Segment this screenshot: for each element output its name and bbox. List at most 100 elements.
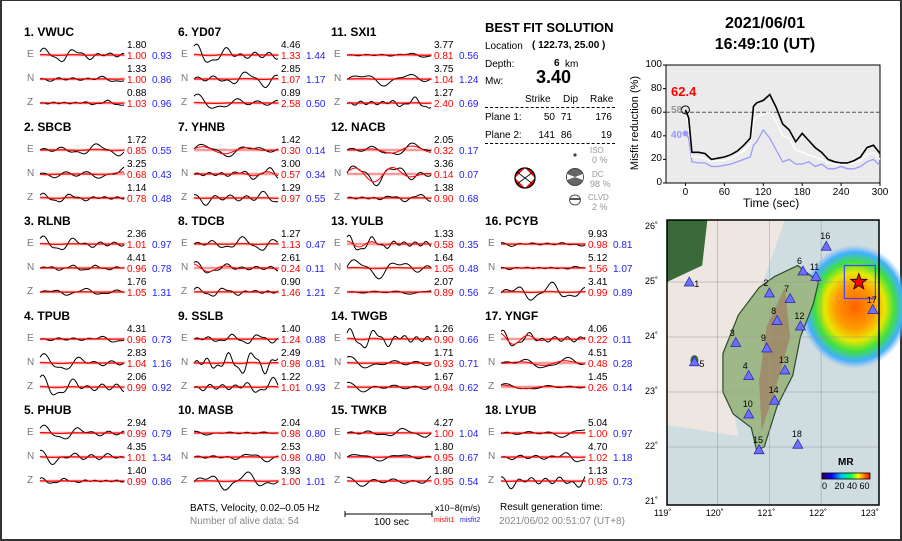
station-triangle-icon bbox=[797, 265, 809, 276]
component-label: E bbox=[334, 427, 341, 438]
station-title: 3. RLNB bbox=[24, 215, 71, 227]
component-label: N bbox=[27, 451, 35, 462]
misfit2-value: 1.24 bbox=[459, 75, 479, 86]
iso-label: ISO bbox=[590, 146, 604, 155]
lon-tick-label: 121˚ bbox=[757, 508, 776, 518]
misfit1-value: 2.40 bbox=[434, 99, 454, 110]
station-title: 16. PCYB bbox=[485, 215, 538, 227]
clvd-icon bbox=[569, 194, 581, 206]
station-map-label: 13 bbox=[778, 355, 789, 365]
plane1-rake: 176 bbox=[595, 112, 612, 123]
amplitude-value: 2.06 bbox=[127, 372, 147, 383]
mainland-coast bbox=[667, 220, 708, 282]
station-title: 6. YD07 bbox=[178, 26, 221, 38]
component-label: Z bbox=[181, 381, 188, 392]
misfit1-value: 0.90 bbox=[434, 194, 454, 205]
misfit1-value: 1.02 bbox=[588, 453, 608, 464]
y-tick-label: 80 bbox=[650, 82, 662, 94]
station-name: NACB bbox=[351, 120, 386, 134]
x-tick-label: 120 bbox=[754, 187, 772, 198]
chart-x-label: Time (sec) bbox=[743, 196, 800, 210]
synthetic-trace bbox=[194, 101, 279, 104]
best-mr-label: 62.4 bbox=[671, 84, 697, 99]
solution-title: BEST FIT SOLUTION bbox=[485, 20, 614, 35]
misfit2-value: 0.17 bbox=[459, 146, 479, 157]
station-number: 6. bbox=[178, 25, 189, 39]
dc-label: DC bbox=[592, 170, 604, 179]
component-label: N bbox=[27, 357, 35, 368]
component-label: N bbox=[334, 357, 342, 368]
station-number: 9. bbox=[178, 309, 189, 323]
misfit2-value: 0.93 bbox=[152, 51, 172, 62]
misfit2-value: 0.55 bbox=[306, 194, 326, 205]
synthetic-trace bbox=[39, 171, 124, 176]
mr-series-line bbox=[684, 93, 881, 164]
misfit2-value: 0.80 bbox=[306, 429, 326, 440]
observed-trace bbox=[40, 449, 125, 466]
misfit2-value: 0.81 bbox=[306, 359, 326, 370]
map-border bbox=[666, 219, 880, 506]
component-label: E bbox=[334, 49, 341, 60]
station-name: SBCB bbox=[37, 120, 72, 134]
amplitude-value: 1.80 bbox=[434, 442, 454, 453]
plane1-label: Plane 1: bbox=[485, 112, 522, 123]
station-map-label: 10 bbox=[742, 399, 753, 409]
station-triangle-icon bbox=[761, 342, 773, 353]
misfit1-value: 1.00 bbox=[127, 51, 147, 62]
amplitude-value: 1.42 bbox=[281, 135, 301, 146]
central-mountains bbox=[759, 287, 791, 431]
blue-marker bbox=[682, 130, 689, 137]
station-title: 9. SSLB bbox=[178, 310, 223, 322]
station-map-label: 9 bbox=[760, 333, 766, 343]
amplitude-value: 5.12 bbox=[588, 253, 608, 264]
misfit1-value: 1.00 bbox=[434, 429, 454, 440]
misfit1-value: 1.33 bbox=[281, 51, 301, 62]
station-map-label: 2 bbox=[763, 278, 769, 288]
station-number: 12. bbox=[331, 120, 348, 134]
misfit1-value: 0.96 bbox=[127, 335, 147, 346]
station-map-label: 14 bbox=[768, 385, 779, 396]
station-name: YD07 bbox=[191, 25, 222, 39]
component-label: E bbox=[181, 49, 188, 60]
misfit1-value: 0.95 bbox=[434, 453, 454, 464]
amplitude-value: 1.14 bbox=[127, 183, 147, 194]
station-name: TWGB bbox=[351, 309, 388, 323]
misfit1-value: 0.68 bbox=[127, 170, 147, 181]
synthetic-trace bbox=[193, 263, 279, 273]
synthetic-trace bbox=[501, 432, 586, 434]
generation-label: Result generation time: bbox=[500, 502, 603, 513]
station-triangle-icon bbox=[794, 320, 807, 331]
plane1-dip: 71 bbox=[560, 112, 572, 123]
station-number: 7. bbox=[178, 120, 189, 134]
observed-trace bbox=[193, 93, 279, 109]
observed-trace bbox=[346, 193, 432, 203]
synthetic-trace bbox=[347, 145, 432, 154]
synthetic-trace bbox=[346, 480, 432, 482]
component-label: E bbox=[27, 49, 34, 60]
location-value: ( 122.73, 25.00 ) bbox=[532, 40, 606, 51]
misfit1-value: 0.78 bbox=[127, 194, 147, 205]
amplitude-value: 2.49 bbox=[281, 348, 301, 359]
component-label: Z bbox=[334, 381, 341, 392]
misfit1-value: 0.30 bbox=[281, 146, 301, 157]
dc-icon bbox=[566, 168, 584, 186]
station-name: VWUC bbox=[37, 25, 75, 39]
component-label: Z bbox=[488, 286, 495, 297]
component-label: E bbox=[334, 238, 341, 249]
component-label: N bbox=[27, 73, 35, 84]
misfit1-value: 1.01 bbox=[127, 453, 147, 464]
station-triangle-icon bbox=[820, 240, 832, 251]
observed-trace bbox=[500, 356, 586, 369]
misfit1-value: 0.99 bbox=[127, 429, 147, 440]
misfit2-value: 0.66 bbox=[459, 335, 479, 346]
observed-trace bbox=[39, 353, 125, 370]
station-number: 1. bbox=[24, 25, 35, 39]
station-map-label: 1 bbox=[694, 279, 700, 289]
station-triangle-icon bbox=[753, 444, 765, 455]
station-title: 7. YHNB bbox=[178, 121, 225, 133]
station-triangle-icon bbox=[743, 369, 755, 380]
station-triangle-icon bbox=[792, 438, 804, 449]
observed-trace bbox=[39, 75, 125, 82]
